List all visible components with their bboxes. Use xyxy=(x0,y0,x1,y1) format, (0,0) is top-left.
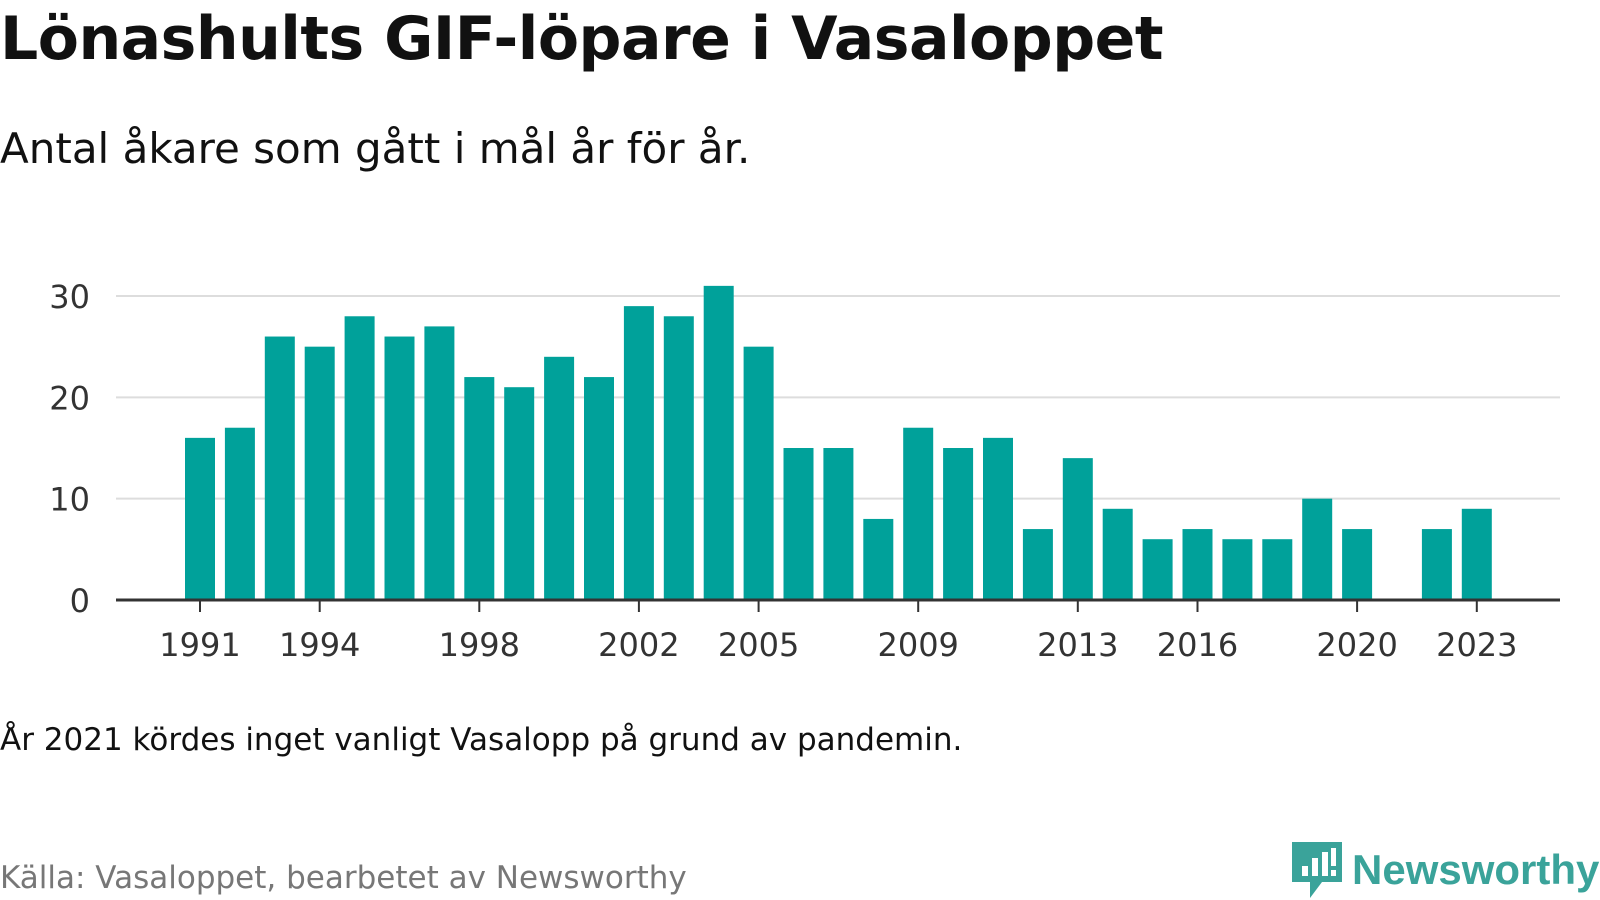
bar xyxy=(224,427,255,600)
bar xyxy=(1062,458,1093,600)
bar xyxy=(1022,529,1053,600)
bar xyxy=(264,336,295,600)
bar xyxy=(1461,508,1492,600)
x-tick-label: 2020 xyxy=(1316,626,1397,664)
bar xyxy=(1342,529,1373,600)
bars xyxy=(185,285,1492,600)
bar xyxy=(1421,529,1452,600)
chart-title: Lönashults GIF-löpare i Vasaloppet xyxy=(0,4,1164,74)
x-tick-label: 2009 xyxy=(877,626,958,664)
bar xyxy=(384,336,415,600)
chart-subtitle: Antal åkare som gått i mål år för år. xyxy=(0,124,751,173)
brand-name: Newsworthy xyxy=(1352,846,1600,893)
bar xyxy=(903,427,934,600)
y-tick-label: 20 xyxy=(49,379,90,417)
bar xyxy=(983,437,1013,600)
bar xyxy=(663,316,694,600)
bar xyxy=(424,326,455,600)
bar xyxy=(1302,498,1333,600)
y-tick-label: 0 xyxy=(70,582,90,620)
bar xyxy=(1182,529,1213,600)
y-tick-label: 10 xyxy=(49,481,90,519)
x-axis-ticks: 1991 1994 1998 2002 2005 2009 2013 2016 2020 2023 xyxy=(159,600,1518,664)
bar xyxy=(185,437,215,600)
bar xyxy=(743,346,774,600)
bar xyxy=(1102,508,1133,600)
y-tick-label: 30 xyxy=(49,278,90,316)
bar xyxy=(1262,539,1293,600)
bar xyxy=(943,448,974,600)
bar xyxy=(783,448,814,600)
x-tick-label: 1991 xyxy=(159,626,240,664)
y-axis-ticks: 0 10 20 30 xyxy=(49,278,90,620)
bar xyxy=(464,377,495,600)
bar xyxy=(823,448,854,600)
x-tick-label: 2013 xyxy=(1037,626,1118,664)
brand-logo: Newsworthy xyxy=(1292,842,1599,898)
x-tick-label: 2023 xyxy=(1436,626,1517,664)
source-text: Källa: Vasaloppet, bearbetet av Newswort… xyxy=(0,860,687,896)
bar xyxy=(544,356,575,600)
bar xyxy=(1222,539,1253,600)
bar xyxy=(504,387,535,600)
bar xyxy=(304,346,335,600)
chart-note: År 2021 kördes inget vanligt Vasalopp på… xyxy=(0,722,963,758)
bar xyxy=(863,518,894,600)
bar xyxy=(1142,539,1173,600)
bar xyxy=(584,377,614,600)
x-tick-label: 1994 xyxy=(279,626,360,664)
newsworthy-logo-icon xyxy=(1292,842,1342,898)
bar xyxy=(703,285,734,600)
x-tick-label: 2016 xyxy=(1157,626,1238,664)
x-tick-label: 2005 xyxy=(718,626,799,664)
x-tick-label: 2002 xyxy=(598,626,679,664)
x-tick-label: 1998 xyxy=(439,626,520,664)
bar xyxy=(344,316,375,600)
bar-chart: 0 10 20 30 1991 1994 1998 2002 2005 2009 2013 2016… xyxy=(49,278,1560,664)
bar xyxy=(623,306,654,600)
